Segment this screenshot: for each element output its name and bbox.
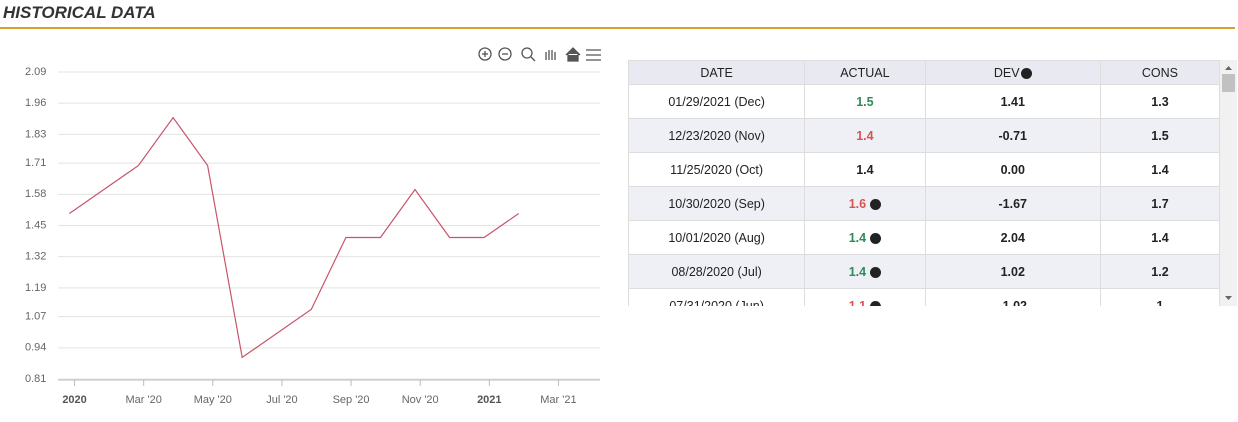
date-cell: 10/01/2020 (Aug) <box>628 220 806 255</box>
y-tick-label: 1.45 <box>25 219 46 231</box>
actual-cell: 1.4 <box>804 254 926 289</box>
dev-cell: -1.02 <box>924 288 1101 306</box>
table-row: 10/30/2020 (Sep) 1.6 -1.67 1.7 <box>628 186 1220 221</box>
title-underline <box>0 27 1235 29</box>
date-cell: 10/30/2020 (Sep) <box>628 186 806 221</box>
column-header-text: DEV <box>993 65 1020 80</box>
date-cell: 08/28/2020 (Jul) <box>628 254 806 289</box>
cons-cell: 1 <box>1099 288 1220 306</box>
date-cell: 01/29/2021 (Dec) <box>628 84 806 119</box>
table-row: 11/25/2020 (Oct) 1.4 0.00 1.4 <box>628 152 1220 187</box>
actual-cell: 1.5 <box>804 84 926 119</box>
actual-cell: 1.4 <box>804 118 926 153</box>
column-header: CONS <box>1099 60 1220 85</box>
actual-value: 1.4 <box>848 264 867 279</box>
dev-cell: 2.04 <box>924 220 1101 255</box>
line-series <box>69 116 520 359</box>
y-tick-label: 1.71 <box>25 157 46 169</box>
x-tick-label: 2021 <box>477 394 501 406</box>
table-row: 10/01/2020 (Aug) 1.4 2.04 1.4 <box>628 220 1220 255</box>
dev-cell: 1.41 <box>924 84 1101 119</box>
actual-value: 1.1 <box>848 298 867 307</box>
x-tick-label: Jul '20 <box>266 394 297 406</box>
data-table: DATE ACTUAL DEV CONS 01/29/2021 (Dec) 1.5 1.41… <box>628 60 1220 306</box>
x-tick-label: May '20 <box>194 394 232 406</box>
y-tick-label: 1.58 <box>25 188 46 200</box>
actual-value: 1.5 <box>856 94 874 109</box>
info-icon <box>870 300 882 306</box>
y-tick-label: 0.81 <box>25 373 46 385</box>
y-tick-label: 0.94 <box>25 342 46 354</box>
x-tick-label: Nov '20 <box>402 394 439 406</box>
dev-cell: -1.67 <box>924 186 1101 221</box>
table-row: 07/31/2020 (Jun) 1.1 -1.02 1 <box>628 288 1220 307</box>
info-icon <box>870 232 882 244</box>
column-header-text: ACTUAL <box>840 65 890 80</box>
chart: 0.81 0.94 1.07 1.19 1.32 1.45 1.58 1.71 1.83 1.96… <box>25 47 601 406</box>
dev-cell: -0.71 <box>924 118 1101 153</box>
actual-cell: 1.6 <box>804 186 926 221</box>
cons-cell: 1.3 <box>1099 84 1220 119</box>
column-header-text: DATE <box>700 65 733 80</box>
date-cell: 11/25/2020 (Oct) <box>628 152 806 187</box>
cons-cell: 1.4 <box>1099 152 1220 187</box>
y-tick-label: 1.96 <box>25 97 46 109</box>
cons-cell: 1.5 <box>1099 118 1220 153</box>
table-row: 01/29/2021 (Dec) 1.5 1.41 1.3 <box>628 84 1220 119</box>
column-header: ACTUAL <box>804 60 926 85</box>
dev-cell: 0.00 <box>924 152 1101 187</box>
actual-value: 1.4 <box>856 162 874 177</box>
column-header-text: CONS <box>1141 65 1179 80</box>
x-tick-label: 2020 <box>62 394 86 406</box>
date-cell: 07/31/2020 (Jun) <box>628 288 806 306</box>
table-viewport: DATE ACTUAL DEV CONS 01/29/2021 (Dec) 1.5 1.41… <box>628 60 1220 306</box>
actual-cell: 1.4 <box>804 220 926 255</box>
cons-cell: 1.2 <box>1099 254 1220 289</box>
cons-cell: 1.7 <box>1099 186 1220 221</box>
actual-cell: 1.1 <box>804 288 926 307</box>
y-tick-label: 1.19 <box>25 282 46 294</box>
y-tick-label: 1.07 <box>25 311 46 323</box>
x-tick-label: Mar '21 <box>540 394 576 406</box>
y-tick-label: 2.09 <box>25 66 46 78</box>
x-tick-label: Sep '20 <box>333 394 370 406</box>
actual-value: 1.6 <box>848 196 867 211</box>
y-tick-label: 1.83 <box>25 128 46 140</box>
table-row: 12/23/2020 (Nov) 1.4 -0.71 1.5 <box>628 118 1220 153</box>
scrollbar[interactable] <box>1220 60 1237 306</box>
cons-cell: 1.4 <box>1099 220 1220 255</box>
dev-cell: 1.02 <box>924 254 1101 289</box>
info-icon <box>1020 67 1032 79</box>
actual-cell: 1.4 <box>804 152 926 187</box>
column-header: DEV <box>924 60 1101 85</box>
actual-value: 1.4 <box>848 230 867 245</box>
y-tick-label: 1.32 <box>25 251 46 263</box>
info-icon <box>870 266 882 278</box>
actual-value: 1.4 <box>856 128 874 143</box>
table-row: 08/28/2020 (Jul) 1.4 1.02 1.2 <box>628 254 1220 289</box>
toolbar[interactable] <box>478 47 601 62</box>
section-title: HISTORICAL DATA <box>3 3 156 22</box>
column-header: DATE <box>628 60 806 85</box>
info-icon <box>870 198 882 210</box>
x-tick-label: Mar '20 <box>126 394 162 406</box>
date-cell: 12/23/2020 (Nov) <box>628 118 806 153</box>
